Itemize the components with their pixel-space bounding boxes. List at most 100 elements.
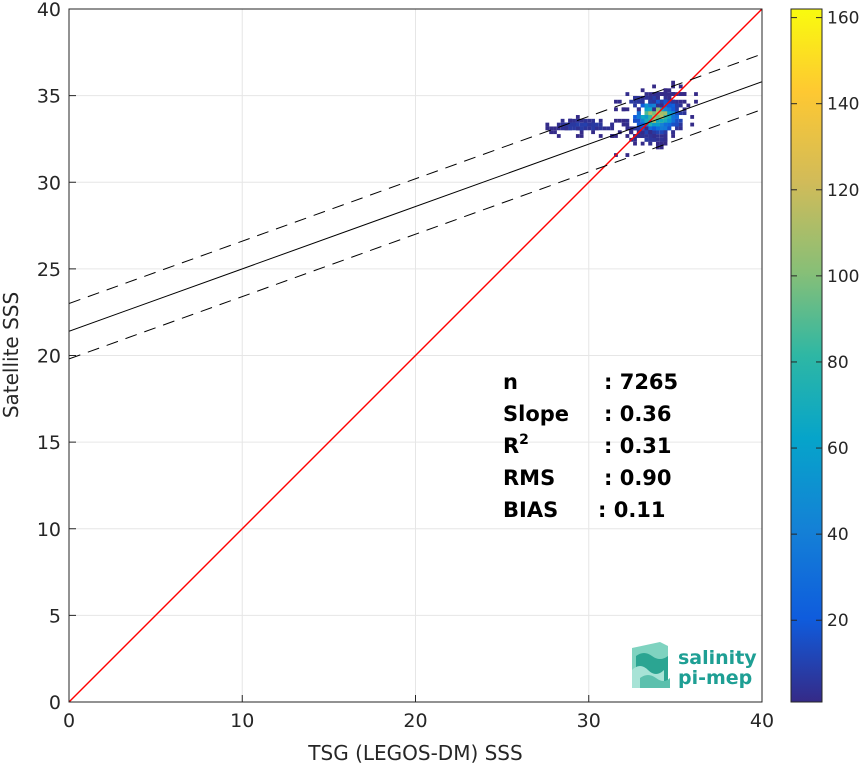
density-cell <box>655 99 660 104</box>
density-cell <box>648 95 653 100</box>
density-cell <box>644 107 649 112</box>
density-cell <box>652 111 656 116</box>
colorbar-tick-label: 100 <box>827 267 859 287</box>
density-cell <box>659 122 664 127</box>
density-cell <box>655 122 660 127</box>
y-tick-label: 35 <box>37 86 61 108</box>
density-cell <box>610 126 615 131</box>
density-cell <box>579 118 584 123</box>
density-cell <box>652 99 656 104</box>
density-cell <box>663 118 668 123</box>
density-cell <box>659 137 664 142</box>
density-cell <box>652 95 656 100</box>
density-cell <box>663 95 668 100</box>
logo-line1: salinity <box>678 647 757 669</box>
density-cell <box>633 115 637 119</box>
density-cell <box>667 88 672 93</box>
density-cell <box>598 118 603 123</box>
density-cell <box>678 111 683 116</box>
density-cell <box>655 118 660 123</box>
density-cell <box>663 126 668 131</box>
density-cell <box>655 126 660 131</box>
x-tick-label: 20 <box>403 710 427 732</box>
density-cell <box>633 99 637 104</box>
density-cell <box>621 122 626 127</box>
density-cell <box>659 103 664 108</box>
density-cell <box>572 122 576 127</box>
density-cell <box>648 137 653 142</box>
density-cell <box>640 141 645 146</box>
density-cell <box>648 126 653 131</box>
density-cell <box>663 137 668 142</box>
density-cell <box>636 99 641 104</box>
colorbar <box>790 8 823 703</box>
density-cell <box>663 99 668 104</box>
density-cell <box>690 122 695 127</box>
density-cell <box>617 99 622 104</box>
x-axis-label: TSG (LEGOS-DM) SSS <box>307 741 522 765</box>
stat-value: : 0.31 <box>604 434 672 458</box>
identity-line <box>69 9 762 702</box>
density-cell <box>644 130 649 135</box>
stat-label: Slope <box>503 402 569 426</box>
colorbar-tick-label: 80 <box>827 353 849 373</box>
density-cell <box>625 92 630 96</box>
density-cell <box>671 111 676 116</box>
fit-lines <box>69 9 762 702</box>
density-cell <box>671 134 676 138</box>
y-tick-label: 5 <box>49 605 61 627</box>
density-cell <box>652 92 656 96</box>
density-cell <box>694 99 698 104</box>
density-cell <box>678 92 683 96</box>
colorbar-tick-label: 160 <box>827 9 859 29</box>
density-cell <box>587 122 592 127</box>
density-cell <box>667 115 672 119</box>
density-cell <box>614 107 618 112</box>
density-cell <box>678 103 683 108</box>
density-cell <box>671 99 676 104</box>
density-cell <box>648 141 653 146</box>
density-cell <box>614 134 618 138</box>
density-cell <box>549 130 554 135</box>
density-cell <box>625 122 630 127</box>
density-cell <box>636 111 641 116</box>
y-tick-label: 20 <box>37 346 61 368</box>
density-cell <box>636 107 641 112</box>
density-cell <box>648 134 653 138</box>
density-cell <box>644 111 649 116</box>
colorbar-tick-label: 60 <box>827 439 849 459</box>
density-cell <box>671 107 676 112</box>
density-cell <box>663 92 668 96</box>
density-cell <box>682 111 687 116</box>
density-cell <box>659 126 664 131</box>
density-cell <box>568 122 573 127</box>
confidence-line <box>69 53 762 304</box>
density-cell <box>553 130 557 135</box>
density-cell <box>625 153 630 157</box>
density-cell <box>652 134 656 138</box>
x-tick-label: 30 <box>577 710 601 732</box>
stat-label: RMS <box>503 466 555 490</box>
density-cell <box>667 122 672 127</box>
density-cell <box>591 130 595 135</box>
density-cell <box>633 126 637 131</box>
density-cell <box>594 122 599 127</box>
density-cell <box>556 134 561 138</box>
density-cell <box>667 118 672 123</box>
density-cell <box>671 103 676 108</box>
density-cell <box>560 126 565 131</box>
density-cell <box>644 95 649 100</box>
density-cell <box>675 118 679 123</box>
density-cell <box>655 92 660 96</box>
density-cell <box>655 130 660 135</box>
density-cell <box>652 84 656 89</box>
density-cell <box>636 115 641 119</box>
density-cell <box>640 130 645 135</box>
density-cell <box>659 115 664 119</box>
density-cell <box>591 118 595 123</box>
density-cell <box>598 122 603 127</box>
density-cell <box>621 118 626 123</box>
colorbar-ticks: 20 40 60 80 100 120 140 160 <box>791 9 859 631</box>
density-cell <box>659 92 664 96</box>
